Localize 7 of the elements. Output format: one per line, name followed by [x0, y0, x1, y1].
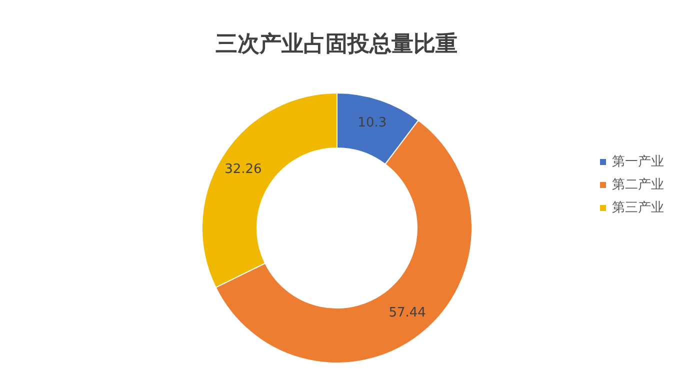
data-label: 32.26: [224, 162, 262, 178]
data-label: 57.44: [388, 306, 426, 321]
chart-title: 三次产业占固投总量比重: [216, 31, 458, 57]
legend-label: 第三产业: [612, 200, 664, 216]
legend-label: 第二产业: [612, 178, 664, 192]
legend-label: 第一产业: [612, 154, 664, 170]
data-label: 10.3: [358, 116, 387, 131]
